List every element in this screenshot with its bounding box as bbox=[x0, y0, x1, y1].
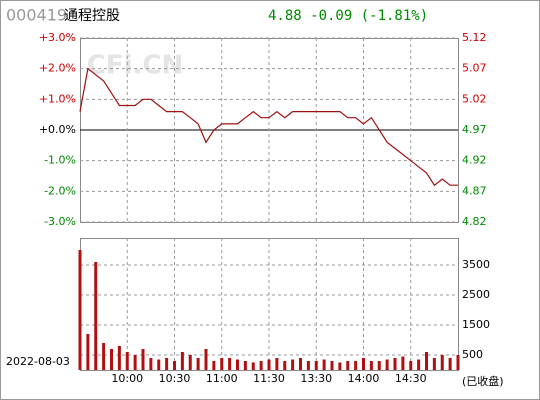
stock-code: 000419 bbox=[6, 6, 67, 25]
volume-bar bbox=[456, 355, 460, 370]
volume-bar bbox=[267, 359, 271, 370]
x-tick-label: 10:30 bbox=[159, 372, 191, 385]
y-tick-label: +0.0% bbox=[39, 123, 76, 136]
watermark: CFi.CN bbox=[87, 51, 183, 81]
volume-bar bbox=[409, 361, 413, 370]
volume-bar bbox=[236, 359, 239, 370]
volume-bar bbox=[165, 358, 169, 370]
volume-bar bbox=[306, 361, 310, 370]
volume-bar bbox=[432, 358, 436, 370]
y2-tick-label: 5.12 bbox=[462, 31, 487, 44]
volume-tick-label: 3500 bbox=[462, 258, 490, 271]
volume-bar bbox=[314, 361, 318, 370]
volume-bar bbox=[377, 361, 381, 370]
volume-bar bbox=[251, 362, 255, 370]
volume-bar bbox=[196, 358, 200, 370]
volume-bar bbox=[212, 361, 216, 370]
volume-bar bbox=[283, 361, 287, 370]
volume-bar bbox=[141, 349, 145, 370]
y2-tick-label: 4.92 bbox=[462, 154, 487, 167]
volume-bar bbox=[401, 356, 405, 370]
volume-bar bbox=[330, 361, 334, 370]
volume-bar bbox=[180, 352, 184, 370]
volume-bar bbox=[188, 355, 192, 370]
y-tick-label: +1.0% bbox=[39, 92, 76, 105]
volume-bar bbox=[117, 346, 121, 370]
volume-tick-label: 500 bbox=[462, 348, 483, 361]
y2-tick-label: 4.82 bbox=[462, 215, 487, 228]
x-tick-label: 10:00 bbox=[111, 372, 143, 385]
volume-bar bbox=[149, 358, 153, 370]
volume-bar bbox=[354, 361, 358, 370]
y-tick-label: -1.0% bbox=[44, 154, 76, 167]
volume-bar bbox=[259, 361, 263, 370]
volume-bar bbox=[362, 358, 365, 370]
volume-bar bbox=[102, 343, 106, 370]
x-tick-label: 14:30 bbox=[395, 372, 427, 385]
volume-bar bbox=[86, 334, 90, 370]
volume-bar bbox=[291, 359, 295, 370]
volume-bar bbox=[94, 262, 98, 370]
volume-bar bbox=[338, 362, 342, 370]
status: (已收盘) bbox=[462, 374, 504, 388]
x-tick-label: 11:30 bbox=[253, 372, 285, 385]
volume-bar bbox=[110, 349, 113, 370]
volume-bar bbox=[204, 349, 208, 370]
volume-bar bbox=[440, 355, 444, 370]
volume-bar bbox=[322, 359, 326, 370]
y-tick-label: -2.0% bbox=[44, 184, 76, 197]
date: 2022-08-03 bbox=[6, 355, 70, 368]
x-tick-label: 13:30 bbox=[300, 372, 332, 385]
volume-bar bbox=[417, 359, 421, 370]
volume-bar bbox=[299, 358, 302, 370]
volume-bar bbox=[425, 352, 428, 370]
volume-bar bbox=[243, 361, 247, 370]
x-tick-label: 11:00 bbox=[206, 372, 238, 385]
volume-bar bbox=[369, 361, 373, 370]
volume-bar bbox=[346, 361, 350, 370]
volume-bar bbox=[385, 359, 389, 370]
x-tick-label: 14:00 bbox=[348, 372, 380, 385]
volume-bar bbox=[133, 355, 137, 370]
volume-bar bbox=[275, 358, 279, 370]
y2-tick-label: 5.02 bbox=[462, 92, 487, 105]
y-tick-label: -3.0% bbox=[44, 215, 76, 228]
volume-bar bbox=[220, 358, 224, 370]
volume-bar bbox=[78, 250, 82, 370]
stock-name: 通程控股 bbox=[64, 8, 120, 24]
volume-tick-label: 2500 bbox=[462, 288, 490, 301]
volume-bar bbox=[157, 359, 161, 370]
volume-bar bbox=[125, 352, 129, 370]
y2-tick-label: 4.87 bbox=[462, 184, 487, 197]
y-tick-label: +3.0% bbox=[39, 31, 76, 44]
y2-tick-label: 4.97 bbox=[462, 123, 487, 136]
volume-bar bbox=[393, 358, 397, 370]
volume-bar bbox=[173, 361, 176, 370]
volume-bar bbox=[448, 358, 452, 370]
y2-tick-label: 5.07 bbox=[462, 62, 487, 75]
volume-tick-label: 1500 bbox=[462, 318, 490, 331]
volume-bar bbox=[228, 358, 232, 370]
price-line bbox=[79, 67, 458, 187]
quote: 4.88 -0.09 (-1.81%) bbox=[268, 8, 428, 24]
y-tick-label: +2.0% bbox=[39, 62, 76, 75]
